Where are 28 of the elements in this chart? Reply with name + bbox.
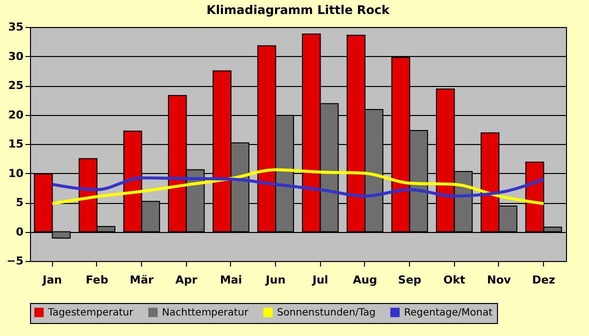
y-tick-label: 35 [8,20,24,34]
x-tick-label: Aug [352,274,378,286]
chart-title: Klimadiagramm Little Rock [206,3,390,17]
y-tick-label: 5 [16,196,24,209]
x-tick-label: Okt [443,274,466,286]
legend-label: Sonnenstunden/Tag [277,307,376,318]
x-tick-label: Jul [311,274,328,286]
x-tick-label: Sep [398,274,422,286]
x-tick-label: Mär [130,274,154,286]
x-tick-label: Apr [175,274,198,286]
y-tick-label: 20 [8,108,24,122]
x-tick-label: Jan [42,274,62,286]
legend-label: Nachttemperatur [162,307,250,318]
x-tick-label: Nov [487,274,512,286]
y-tick-label: 30 [8,50,24,63]
legend-label: Tagestemperatur [47,307,134,318]
x-tick-label: Mai [220,274,242,286]
y-tick-label: 25 [8,79,24,92]
line-series [50,176,546,198]
y-tick-label: −5 [6,254,24,268]
x-tick-label: Feb [86,274,108,286]
y-tick-label: 0 [16,225,24,238]
x-tick-label: Jun [264,274,286,286]
x-tick-label: Dez [532,274,556,286]
legend-label: Regentage/Monat [404,307,493,318]
y-tick-label: 10 [8,166,24,180]
y-tick-label: 15 [8,138,24,150]
line-series [50,168,546,206]
